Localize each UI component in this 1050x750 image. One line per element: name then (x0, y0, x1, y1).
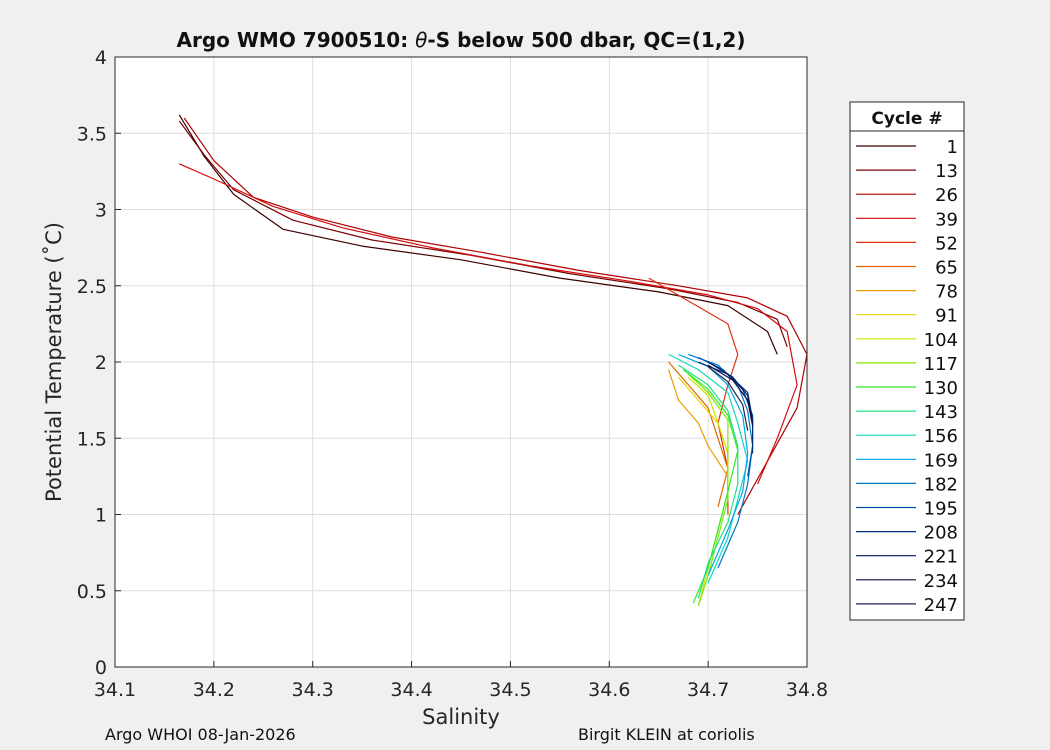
x-tick-label: 34.7 (687, 679, 729, 701)
legend-box (849, 101, 965, 621)
series-line-cycle-130 (683, 369, 739, 604)
legend-item: 78 (856, 282, 958, 303)
series-line-cycle-117 (687, 373, 729, 607)
legend-item: 117 (856, 354, 958, 375)
x-tick-label: 34.4 (390, 679, 432, 701)
x-tick-labels: 34.1 34.2 34.3 34.4 34.5 34.6 34.7 34.8 (94, 661, 828, 701)
legend-item: 130 (856, 378, 958, 399)
legend-label: 26 (935, 185, 958, 206)
legend-item: 65 (856, 258, 958, 279)
y-tick-labels: 0 0.5 1 1.5 2 2.5 3 3.5 4 (77, 47, 121, 679)
x-tick-label: 34.1 (94, 679, 136, 701)
legend-item: 182 (856, 474, 958, 495)
legend-label: 13 (935, 161, 958, 182)
y-tick-label: 2 (95, 352, 107, 374)
y-tick-label: 0 (95, 657, 107, 679)
legend-item: 208 (856, 523, 958, 544)
y-tick-label: 4 (95, 47, 107, 69)
series-line-cycle-26 (183, 117, 808, 515)
legend-item: 234 (856, 571, 958, 592)
y-tick-label: 0.5 (77, 581, 107, 603)
legend-label: 208 (924, 523, 958, 544)
series-line-cycle-234 (707, 364, 754, 427)
y-tick-label: 2.5 (77, 276, 107, 298)
x-axis-label: Salinity (422, 705, 500, 729)
legend-item: 91 (856, 306, 958, 327)
y-tick-label: 1.5 (77, 428, 107, 450)
legend-label: 104 (924, 330, 958, 351)
legend-label: 234 (924, 571, 958, 592)
legend-label: 156 (924, 426, 958, 447)
legend-item: 39 (856, 209, 958, 230)
x-tick-label: 34.2 (193, 679, 235, 701)
series-line-cycle-247 (707, 366, 749, 431)
legend-label: 78 (935, 282, 958, 303)
legend-item: 195 (856, 499, 958, 520)
legend-items: 1 13 26 39 52 65 78 91 104 117 130 143 156 169 182 195 2… (856, 137, 958, 616)
legend-label: 117 (924, 354, 958, 375)
series-line-cycle-143 (678, 364, 739, 599)
footer-left: Argo WHOI 08-Jan-2026 (105, 725, 296, 744)
x-tick-label: 34.8 (786, 679, 828, 701)
series-line-cycle-65 (668, 361, 729, 508)
legend-item: 169 (856, 450, 958, 471)
legend-label: 247 (924, 595, 958, 616)
legend-label: 91 (935, 306, 958, 327)
legend-item: 1 (856, 137, 958, 158)
x-tick-label: 34.3 (292, 679, 334, 701)
y-tick-label: 3 (95, 200, 107, 222)
x-tick-label: 34.6 (588, 679, 630, 701)
legend-item: 156 (856, 426, 958, 447)
y-axis-label: Potential Temperature (˚C) (42, 222, 66, 502)
series-line-cycle-221 (707, 361, 754, 424)
legend-label: 195 (924, 499, 958, 520)
legend-label: 221 (924, 547, 958, 568)
chart-title: Argo WMO 7900510: θ-S below 500 dbar, QC… (177, 28, 746, 52)
legend-label: 1 (947, 137, 958, 158)
legend-label: 52 (935, 233, 958, 254)
y-tick-label: 1 (95, 505, 107, 527)
series-line-cycle-156 (668, 353, 749, 584)
legend-item: 104 (856, 330, 958, 351)
x-tick-label: 34.5 (489, 679, 531, 701)
series-line-cycle-208 (698, 361, 754, 454)
series-line-cycle-39 (179, 163, 798, 485)
legend-label: 182 (924, 474, 958, 495)
legend: Cycle # 1 13 26 39 52 65 78 91 104 117 130 143 156 16… (849, 101, 965, 621)
legend-title: Cycle # (871, 109, 942, 129)
legend-item: 52 (856, 233, 958, 254)
legend-item: 143 (856, 402, 958, 423)
y-tick-label: 3.5 (77, 123, 107, 145)
legend-label: 130 (924, 378, 958, 399)
legend-item: 26 (856, 185, 958, 206)
legend-label: 169 (924, 450, 958, 471)
legend-label: 65 (935, 258, 958, 279)
legend-label: 39 (935, 209, 958, 230)
legend-item: 221 (856, 547, 958, 568)
footer-right: Birgit KLEIN at coriolis (578, 725, 755, 744)
series-layer (178, 114, 808, 607)
legend-item: 247 (856, 595, 958, 616)
series-line-cycle-52 (648, 277, 739, 515)
legend-item: 13 (856, 161, 958, 182)
series-line-cycle-1 (178, 114, 778, 355)
legend-label: 143 (924, 402, 958, 423)
